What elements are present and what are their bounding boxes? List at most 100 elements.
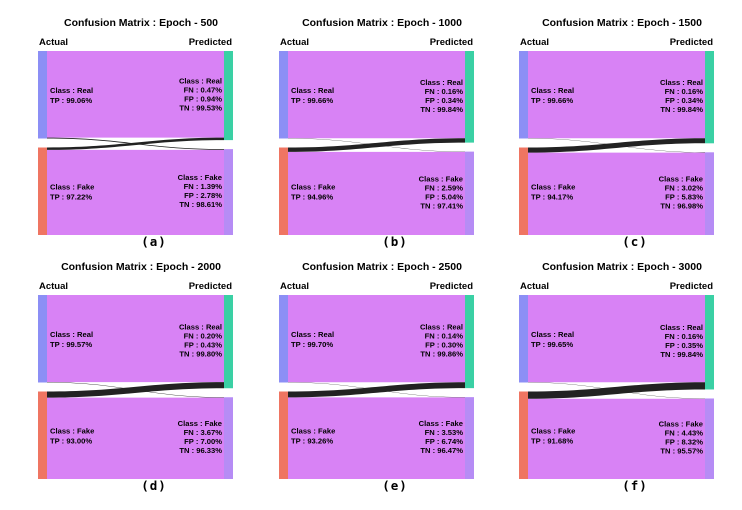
predicted-real-tn-label: TN : 99.84% [660, 350, 703, 359]
flow-real-to-real [528, 51, 705, 139]
actual-fake-tp-label: TP : 91.68% [531, 436, 573, 445]
predicted-fake-tn-label: TN : 96.98% [660, 202, 703, 211]
node-actual-fake [38, 147, 47, 235]
flow-fake-to-fake [528, 398, 705, 479]
predicted-fake-fp-label: FP : 5.83% [665, 193, 703, 202]
predicted-real-tn-label: TN : 99.84% [660, 105, 703, 114]
predicted-fake-fp-label: FP : 5.04% [425, 192, 463, 201]
actual-fake-tp-label: TP : 94.17% [531, 192, 573, 201]
actual-real-tp-label: TP : 99.06% [50, 96, 92, 105]
sankey-panel-d: Confusion Matrix : Epoch - 2000 Actual Pre… [38, 261, 233, 493]
sankey-panel-c: Confusion Matrix : Epoch - 1500 Actual Pre… [519, 17, 714, 249]
chart-title: Confusion Matrix : Epoch - 1000 [302, 17, 462, 29]
actual-heading: Actual [520, 37, 549, 48]
sankey-panel-a: Confusion Matrix : Epoch - 500 Actual Pred… [38, 17, 233, 249]
sankey-panel-e: Confusion Matrix : Epoch - 2500 Actual Pre… [279, 261, 474, 493]
actual-fake-tp-label: TP : 97.22% [50, 192, 92, 201]
actual-heading: Actual [39, 281, 68, 292]
predicted-real-fn-label: FN : 0.16% [665, 87, 704, 96]
predicted-real-fp-label: FP : 0.94% [184, 95, 222, 104]
chart-title: Confusion Matrix : Epoch - 500 [64, 17, 218, 29]
predicted-real-fn-label: FN : 0.16% [425, 87, 464, 96]
node-actual-real [38, 295, 47, 383]
node-actual-real [519, 51, 528, 139]
flow-fake-to-real [288, 382, 465, 398]
actual-heading: Actual [520, 281, 549, 292]
predicted-heading: Predicted [189, 281, 232, 292]
predicted-heading: Predicted [430, 281, 473, 292]
node-predicted-fake [465, 397, 474, 479]
predicted-fake-tn-label: TN : 96.33% [179, 446, 222, 455]
flow-real-to-real [288, 295, 465, 383]
node-actual-fake [38, 391, 47, 479]
actual-real-class-label: Class : Real [50, 330, 93, 339]
flow-fake-to-real [528, 382, 705, 399]
actual-real-class-label: Class : Real [531, 86, 574, 95]
predicted-heading: Predicted [430, 37, 473, 48]
node-actual-fake [279, 147, 288, 235]
predicted-fake-class-label: Class : Fake [659, 420, 703, 429]
node-predicted-real [224, 51, 233, 141]
predicted-real-fn-label: FN : 0.14% [425, 332, 464, 341]
actual-fake-class-label: Class : Fake [531, 426, 575, 435]
predicted-fake-fn-label: FN : 1.39% [184, 182, 223, 191]
flow-fake-to-real [47, 137, 224, 150]
predicted-real-class-label: Class : Real [420, 78, 463, 87]
node-predicted-fake [705, 152, 714, 235]
predicted-fake-fp-label: FP : 6.74% [425, 437, 463, 446]
actual-fake-tp-label: TP : 94.96% [291, 192, 333, 201]
predicted-fake-tn-label: TN : 96.47% [420, 446, 463, 455]
predicted-fake-fn-label: FN : 3.02% [665, 184, 704, 193]
panel-caption: (f) [622, 478, 648, 493]
actual-real-tp-label: TP : 99.66% [531, 96, 573, 105]
actual-heading: Actual [39, 37, 68, 48]
predicted-fake-fn-label: FN : 4.43% [665, 429, 704, 438]
predicted-real-class-label: Class : Real [179, 323, 222, 332]
predicted-fake-class-label: Class : Fake [178, 419, 222, 428]
flow-fake-to-fake [288, 151, 465, 235]
predicted-real-fp-label: FP : 0.30% [425, 341, 463, 350]
predicted-heading: Predicted [189, 37, 232, 48]
actual-fake-class-label: Class : Fake [531, 182, 575, 191]
predicted-fake-tn-label: TN : 97.41% [420, 201, 463, 210]
predicted-fake-fp-label: FP : 2.78% [184, 191, 222, 200]
node-predicted-real [224, 295, 233, 389]
actual-real-tp-label: TP : 99.66% [291, 96, 333, 105]
node-actual-fake [279, 391, 288, 479]
chart-title: Confusion Matrix : Epoch - 1500 [542, 17, 702, 29]
predicted-fake-fn-label: FN : 2.59% [425, 183, 464, 192]
node-predicted-fake [224, 397, 233, 479]
node-actual-real [279, 295, 288, 383]
node-predicted-real [705, 51, 714, 144]
chart-title: Confusion Matrix : Epoch - 2500 [302, 261, 462, 273]
flow-fake-to-real [47, 382, 224, 398]
predicted-fake-tn-label: TN : 95.57% [660, 447, 703, 456]
predicted-real-class-label: Class : Real [420, 323, 463, 332]
predicted-real-fp-label: FP : 0.43% [184, 341, 222, 350]
actual-fake-class-label: Class : Fake [291, 426, 335, 435]
node-predicted-real [465, 295, 474, 389]
predicted-real-tn-label: TN : 99.86% [420, 350, 463, 359]
chart-title: Confusion Matrix : Epoch - 2000 [61, 261, 221, 273]
flow-fake-to-fake [528, 152, 705, 235]
flow-real-to-real [47, 295, 224, 383]
node-predicted-fake [224, 149, 233, 235]
predicted-real-class-label: Class : Real [179, 77, 222, 86]
actual-fake-class-label: Class : Fake [50, 426, 94, 435]
node-predicted-fake [705, 398, 714, 479]
actual-heading: Actual [280, 37, 309, 48]
panel-caption: (a) [141, 234, 167, 249]
flow-fake-to-fake [47, 397, 224, 479]
predicted-fake-fp-label: FP : 7.00% [184, 437, 222, 446]
flow-real-to-real [47, 51, 224, 138]
actual-heading: Actual [280, 281, 309, 292]
predicted-fake-fn-label: FN : 3.53% [425, 428, 464, 437]
actual-fake-class-label: Class : Fake [50, 182, 94, 191]
predicted-real-class-label: Class : Real [660, 323, 703, 332]
predicted-real-fn-label: FN : 0.16% [665, 332, 704, 341]
predicted-real-fp-label: FP : 0.34% [665, 96, 703, 105]
sankey-panel-b: Confusion Matrix : Epoch - 1000 Actual Pre… [279, 17, 474, 249]
flow-fake-to-fake [288, 397, 465, 479]
flow-fake-to-real [528, 138, 705, 153]
